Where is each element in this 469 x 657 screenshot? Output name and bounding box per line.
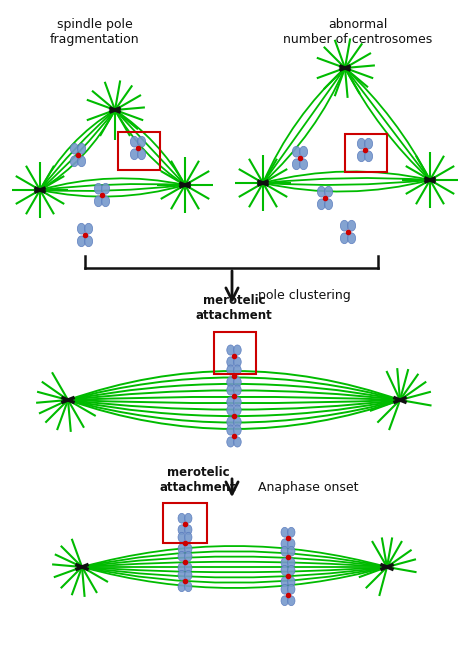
- Ellipse shape: [318, 199, 325, 210]
- Bar: [163, 503, 207, 543]
- Ellipse shape: [178, 513, 185, 523]
- Ellipse shape: [281, 547, 288, 556]
- Ellipse shape: [234, 377, 241, 387]
- Ellipse shape: [77, 156, 86, 167]
- Ellipse shape: [227, 437, 234, 447]
- Ellipse shape: [130, 149, 138, 160]
- Ellipse shape: [185, 532, 192, 542]
- Ellipse shape: [178, 544, 185, 554]
- Ellipse shape: [102, 196, 110, 207]
- Ellipse shape: [178, 582, 185, 592]
- Ellipse shape: [287, 596, 295, 606]
- Ellipse shape: [137, 136, 146, 147]
- Ellipse shape: [178, 525, 185, 535]
- Ellipse shape: [364, 139, 373, 149]
- Ellipse shape: [287, 528, 295, 537]
- Ellipse shape: [340, 220, 348, 231]
- Ellipse shape: [185, 525, 192, 535]
- Ellipse shape: [281, 596, 288, 606]
- Ellipse shape: [227, 417, 234, 427]
- Ellipse shape: [227, 377, 234, 387]
- Ellipse shape: [281, 584, 288, 594]
- Ellipse shape: [178, 532, 185, 542]
- Ellipse shape: [94, 183, 102, 194]
- Ellipse shape: [234, 357, 241, 367]
- Ellipse shape: [234, 397, 241, 407]
- Bar: [214, 332, 256, 374]
- Bar: [345, 134, 387, 172]
- Text: abnormal
number of centrosomes: abnormal number of centrosomes: [283, 18, 432, 46]
- Ellipse shape: [357, 151, 365, 162]
- Ellipse shape: [348, 233, 356, 244]
- Text: spindle pole
fragmentation: spindle pole fragmentation: [50, 18, 140, 46]
- Ellipse shape: [102, 183, 110, 194]
- Ellipse shape: [227, 405, 234, 415]
- Ellipse shape: [77, 223, 85, 234]
- Ellipse shape: [234, 417, 241, 427]
- Ellipse shape: [292, 159, 301, 170]
- Ellipse shape: [287, 539, 295, 549]
- Ellipse shape: [234, 437, 241, 447]
- Ellipse shape: [178, 570, 185, 580]
- Ellipse shape: [137, 149, 146, 160]
- Ellipse shape: [340, 233, 348, 244]
- Ellipse shape: [77, 236, 85, 246]
- Ellipse shape: [227, 385, 234, 395]
- Ellipse shape: [281, 539, 288, 549]
- Ellipse shape: [234, 385, 241, 395]
- Ellipse shape: [178, 563, 185, 573]
- Ellipse shape: [84, 236, 93, 246]
- Text: Anaphase onset: Anaphase onset: [258, 480, 358, 493]
- Ellipse shape: [348, 220, 356, 231]
- Ellipse shape: [287, 547, 295, 556]
- Ellipse shape: [357, 139, 365, 149]
- Ellipse shape: [185, 544, 192, 554]
- Ellipse shape: [185, 563, 192, 573]
- Ellipse shape: [130, 136, 138, 147]
- Text: merotelic
attachment: merotelic attachment: [196, 294, 272, 322]
- Ellipse shape: [300, 147, 308, 157]
- Ellipse shape: [77, 143, 86, 154]
- Ellipse shape: [287, 584, 295, 594]
- Ellipse shape: [227, 357, 234, 367]
- Ellipse shape: [227, 345, 234, 355]
- Ellipse shape: [185, 582, 192, 592]
- Ellipse shape: [287, 577, 295, 587]
- Ellipse shape: [234, 425, 241, 435]
- Text: pole clustering: pole clustering: [258, 290, 351, 302]
- Text: merotelic
attachment: merotelic attachment: [159, 466, 236, 494]
- Ellipse shape: [281, 565, 288, 575]
- Ellipse shape: [185, 570, 192, 580]
- Ellipse shape: [325, 187, 333, 197]
- Bar: [118, 132, 160, 170]
- Ellipse shape: [227, 365, 234, 375]
- Ellipse shape: [364, 151, 373, 162]
- Ellipse shape: [234, 365, 241, 375]
- Ellipse shape: [185, 551, 192, 561]
- Ellipse shape: [227, 425, 234, 435]
- Ellipse shape: [325, 199, 333, 210]
- Ellipse shape: [281, 558, 288, 568]
- Ellipse shape: [94, 196, 102, 207]
- Ellipse shape: [234, 345, 241, 355]
- Ellipse shape: [70, 156, 78, 167]
- Ellipse shape: [227, 397, 234, 407]
- Ellipse shape: [84, 223, 93, 234]
- Ellipse shape: [281, 528, 288, 537]
- Ellipse shape: [185, 513, 192, 523]
- Ellipse shape: [287, 558, 295, 568]
- Ellipse shape: [318, 187, 325, 197]
- Ellipse shape: [178, 551, 185, 561]
- Ellipse shape: [292, 147, 301, 157]
- Ellipse shape: [234, 405, 241, 415]
- Ellipse shape: [281, 577, 288, 587]
- Ellipse shape: [70, 143, 78, 154]
- Ellipse shape: [300, 159, 308, 170]
- Ellipse shape: [287, 565, 295, 575]
